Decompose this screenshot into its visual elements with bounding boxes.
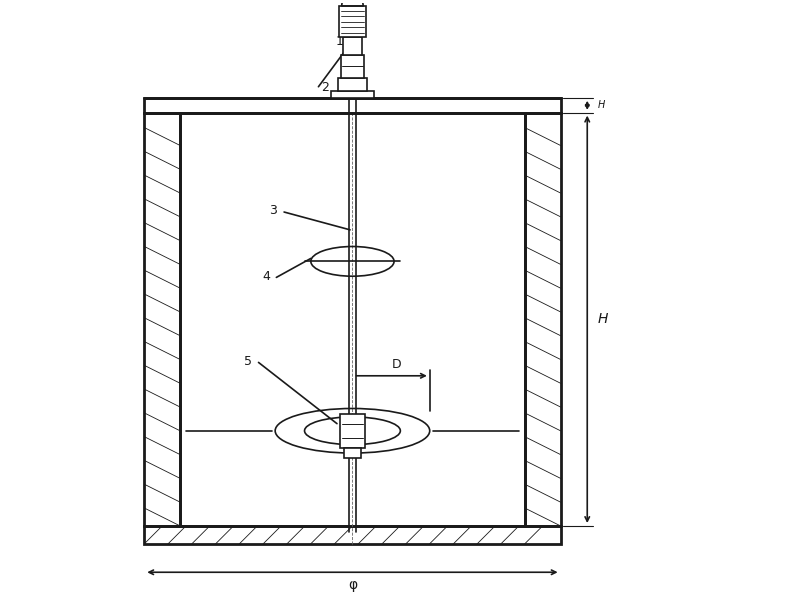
Text: H: H — [598, 313, 608, 326]
Bar — [144, 113, 180, 526]
Bar — [339, 7, 366, 37]
Bar — [340, 413, 365, 448]
Bar — [144, 98, 561, 113]
Bar — [341, 55, 364, 77]
Text: 5: 5 — [244, 355, 252, 368]
Bar — [525, 113, 561, 526]
Bar — [343, 37, 362, 55]
Text: 1: 1 — [336, 35, 344, 48]
Text: 2: 2 — [322, 80, 330, 94]
Bar — [144, 526, 561, 544]
Bar — [338, 77, 366, 91]
Bar — [331, 91, 374, 98]
Text: φ: φ — [348, 578, 357, 592]
Text: D: D — [392, 358, 402, 371]
Text: 3: 3 — [270, 205, 277, 217]
Text: H: H — [598, 100, 606, 110]
Bar — [344, 448, 361, 458]
Text: 4: 4 — [262, 270, 270, 283]
